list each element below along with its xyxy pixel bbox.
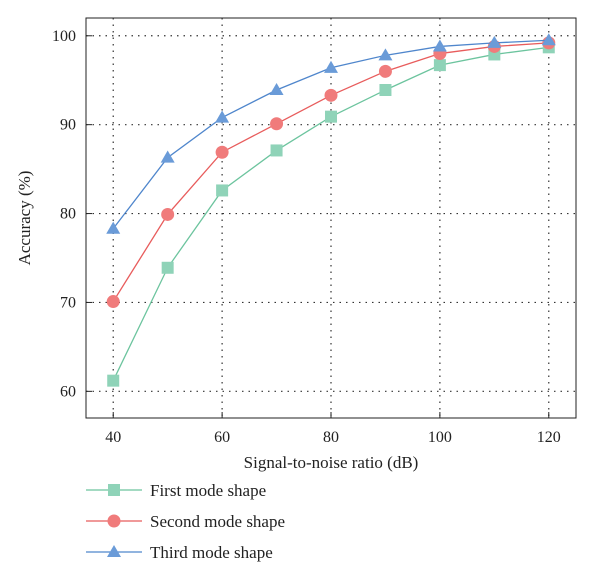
data-point	[379, 84, 392, 96]
data-point	[106, 221, 121, 234]
axis-ticks: 40 60 80 100 120 60 70 80 90 100	[52, 28, 561, 446]
data-point	[324, 88, 338, 102]
legend-label: Third mode shape	[150, 543, 273, 562]
legend-label: Second mode shape	[150, 512, 285, 531]
data-point	[378, 64, 392, 78]
data-point	[216, 184, 229, 197]
y-tick-label: 60	[60, 383, 76, 400]
legend: First mode shape Second mode shape Third m…	[86, 481, 285, 562]
data-point	[433, 59, 446, 72]
x-tick-label: 100	[428, 429, 452, 446]
y-tick-label: 80	[60, 206, 76, 223]
series-layer	[106, 33, 556, 387]
data-point	[215, 110, 230, 123]
x-axis-label: Signal-to-noise ratio (dB)	[244, 453, 419, 472]
data-point	[487, 35, 502, 48]
legend-marker	[107, 545, 121, 558]
y-tick-label: 100	[52, 28, 76, 45]
legend-marker	[107, 514, 121, 528]
grid-lines	[86, 18, 576, 418]
x-tick-label: 60	[214, 429, 230, 446]
data-point	[215, 145, 229, 159]
y-axis-label: Accuracy (%)	[15, 171, 34, 266]
data-point	[161, 261, 174, 274]
x-tick-label: 40	[105, 429, 121, 446]
data-point	[378, 48, 393, 61]
y-tick-label: 70	[60, 294, 76, 311]
data-point	[161, 207, 175, 221]
data-point	[106, 295, 120, 309]
legend-item: Third mode shape	[86, 543, 273, 562]
data-point	[432, 39, 447, 52]
series-3	[106, 33, 556, 234]
data-point	[324, 60, 338, 73]
data-point	[107, 374, 120, 387]
data-point	[269, 83, 284, 96]
series-line	[112, 42, 549, 302]
legend-marker	[108, 484, 120, 496]
data-point	[541, 33, 556, 46]
data-point	[270, 144, 283, 157]
legend-label: First mode shape	[150, 481, 266, 500]
x-tick-label: 80	[323, 429, 339, 446]
x-tick-label: 120	[537, 429, 561, 446]
legend-item: First mode shape	[86, 481, 266, 500]
y-tick-label: 90	[60, 117, 76, 134]
legend-item: Second mode shape	[86, 512, 285, 531]
data-point	[270, 117, 284, 131]
data-point	[325, 110, 337, 123]
data-point	[160, 150, 175, 163]
